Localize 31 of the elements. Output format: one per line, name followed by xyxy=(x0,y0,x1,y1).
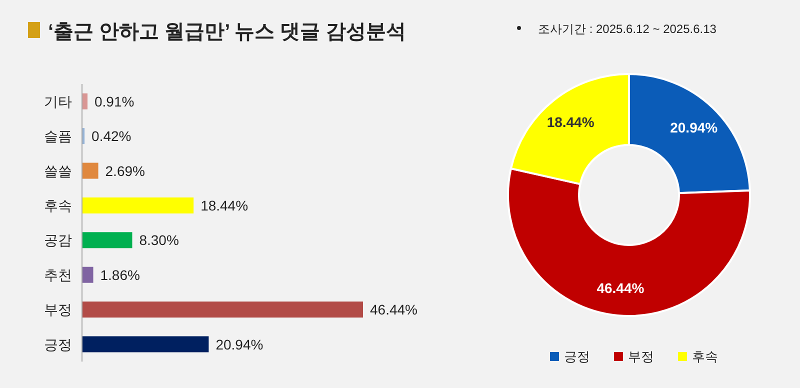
bar xyxy=(82,302,363,318)
data-label: 0.91% xyxy=(94,93,134,110)
legend-label: 부정 xyxy=(628,349,654,364)
text: 조사기간 : 2025.6.12 ~ 2025.6.13 xyxy=(538,22,717,36)
y-tick-label: 부정 xyxy=(44,302,72,318)
data-label: 8.30% xyxy=(139,232,179,248)
legend-label: 후속 xyxy=(692,349,718,364)
data-label: 46.44% xyxy=(370,302,418,318)
y-tick-label: 후속 xyxy=(44,197,72,214)
bar xyxy=(82,162,98,179)
data-label: 1.86% xyxy=(100,266,140,283)
y-tick-label: 긍정 xyxy=(44,336,72,352)
bar xyxy=(82,266,94,283)
chart-title: ‘출근 안하고 월급만’ 뉴스 댓글 감성분석 xyxy=(48,21,406,43)
y-tick-label: 추천 xyxy=(44,266,72,283)
y-tick-label: 슬픔 xyxy=(44,128,72,144)
y-tick-label: 쓸쓸 xyxy=(44,162,72,179)
data-label: 20.94% xyxy=(670,120,718,136)
y-tick-label: 기타 xyxy=(44,93,72,110)
y-tick-label: 공감 xyxy=(44,232,72,248)
bar xyxy=(82,197,194,214)
data-label: 18.44% xyxy=(546,114,595,130)
data-label: 20.94% xyxy=(216,336,264,352)
bar xyxy=(82,336,209,352)
data-label: 46.44% xyxy=(596,280,645,296)
data-label: 0.42% xyxy=(92,128,132,144)
bar xyxy=(82,93,88,110)
legend-label: 긍정 xyxy=(564,349,590,364)
data-label: 2.69% xyxy=(105,162,145,179)
data-label: 18.44% xyxy=(200,197,248,214)
bar xyxy=(82,232,132,248)
